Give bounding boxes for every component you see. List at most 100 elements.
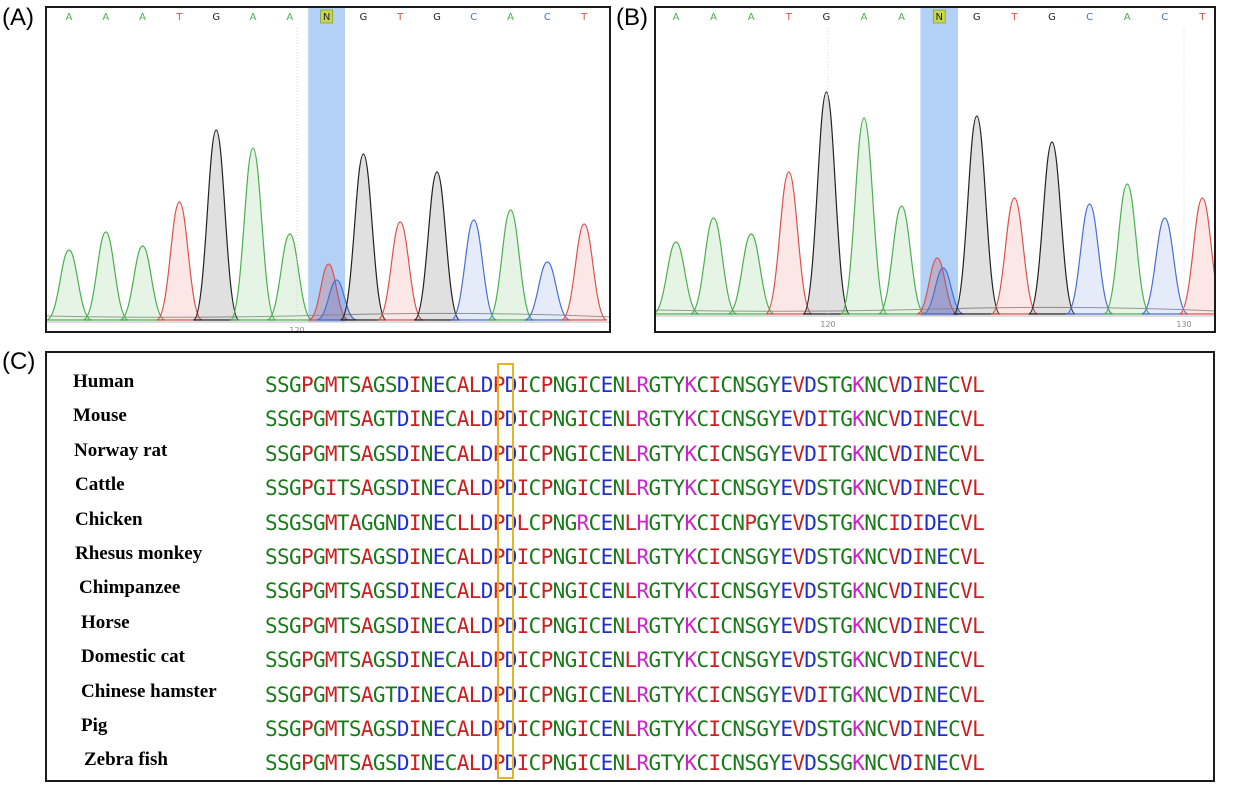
protein-sequence: SSGPGITSAGSDINECALDPDICPNGICENLRGTYKCICN…: [265, 476, 985, 501]
species-name: Rhesus monkey: [75, 543, 203, 564]
peak-G: [340, 153, 387, 321]
species-name: Human: [73, 371, 135, 392]
alignment-row: Chinese hamster SSGPGMTSAGTDINECALDPDICPN…: [47, 681, 1213, 715]
peak-C: [524, 261, 571, 321]
species-name: Zebra fish: [84, 749, 168, 771]
base-call-G: G: [433, 12, 441, 23]
protein-sequence: SSGPGMTSAGSDINECALDPDICPNGICENLRGTYKCICN…: [265, 579, 985, 604]
secondary-peak-T: [308, 263, 350, 321]
peak-A: [689, 217, 738, 315]
alignment-row: Pig SSGPGMTSAGSDINECALDPDICPNGICENLRGTYKC…: [47, 715, 1213, 749]
peak-A: [1103, 183, 1152, 315]
peak-A: [727, 233, 775, 315]
chromatogram-a: A A A T G A A N G T G C A C T 120: [45, 6, 611, 333]
base-call-T: T: [396, 12, 404, 23]
base-call-T: T: [175, 12, 183, 23]
base-call-A: A: [139, 12, 146, 23]
chromatogram-a-plot: A A A T G A A N G T G C A C T 120: [47, 8, 609, 333]
protein-sequence: SSGPGMTSAGSDINECALDPDICPNGICENLRGTYKCICN…: [265, 545, 985, 569]
peak-A: [229, 147, 277, 321]
secondary-peak-C: [922, 267, 965, 315]
base-call-A: A: [66, 12, 73, 23]
peak-A: [487, 209, 534, 321]
peak-T: [990, 197, 1039, 315]
alignment-panel: Human SSGPGMTSAGSDINECALDPDICPNGICENLRGTY…: [45, 351, 1215, 782]
panel-c-label: (C): [2, 348, 36, 375]
peak-A: [840, 117, 888, 315]
peak-G: [802, 91, 851, 315]
peak-A: [119, 245, 166, 321]
protein-sequence: SSGPGMTSAGSDINECALDPDICPNGICENLRGTYKCICN…: [265, 441, 985, 466]
peak-G: [1028, 141, 1076, 315]
base-call-G: G: [212, 12, 220, 23]
peak-G: [952, 115, 1001, 315]
peak-T: [156, 201, 203, 321]
peak-T: [561, 223, 608, 321]
protein-sequence: SSGPGMTSAGTDINECALDPDICPNGICENLRGTYKCICN…: [265, 682, 985, 707]
peak-G: [413, 171, 461, 321]
base-call-T: T: [1010, 12, 1018, 23]
base-call-A: A: [507, 12, 514, 23]
baseline-trace: [656, 306, 1214, 312]
protein-sequence: SSGPGMTSAGSDINECALDPDICPNGICENLRGTYKCICN…: [265, 648, 985, 673]
base-call-A: A: [102, 12, 109, 23]
conserved-cysteine-highlight: [497, 363, 514, 779]
peak-A: [82, 231, 129, 321]
alignment-row: Horse SSGPGMTSAGSDINECALDPDICPNGICENLRGTY…: [47, 612, 1213, 646]
base-call-G: G: [823, 12, 831, 23]
species-name: Mouse: [73, 405, 127, 427]
alignment-row: Rhesus monkey SSGPGMTSAGSDINECALDPDICPNGI…: [47, 543, 1213, 577]
base-call-A: A: [748, 12, 755, 23]
base-call-A: A: [286, 12, 293, 23]
base-call-A: A: [898, 12, 905, 23]
species-name: Domestic cat: [81, 646, 185, 668]
base-call-G: G: [973, 12, 981, 23]
base-call-G: G: [1048, 12, 1056, 23]
alignment-row: Chimpanzee SSGPGMTSAGSDINECALDPDICPNGICEN…: [47, 577, 1213, 611]
protein-sequence: SSGPGMTSAGSDINECALDPDICPNGICENLRGTYKCICN…: [265, 717, 985, 741]
peak-A: [47, 249, 93, 321]
position-tick-label: 120: [289, 326, 304, 333]
base-call-C: C: [470, 12, 477, 23]
alignment-row: Zebra fish SSGPGMTSAGSDINECALDPDICPNGICEN…: [47, 749, 1213, 783]
peak-A: [877, 205, 926, 315]
peak-C: [1065, 203, 1114, 315]
chromatogram-b-plot: A A A T G A A N G T G C A C T 120 130: [656, 8, 1214, 329]
base-call-C: C: [1161, 12, 1168, 23]
alignment-row: Mouse SSGPGMTSAGTDINECALDPDICPNGICENLRGTY…: [47, 405, 1213, 439]
position-tick-label: 130: [1176, 320, 1191, 329]
base-call-N: N: [323, 12, 330, 23]
species-name: Cattle: [75, 474, 125, 496]
peak-G: [192, 129, 240, 321]
base-call-A: A: [1124, 12, 1131, 23]
chromatogram-b: A A A T G A A N G T G C A C T 120 130: [654, 6, 1216, 333]
protein-sequence: SSGPGMTSAGTDINECALDPDICPNGICENLRGTYKCICN…: [265, 407, 985, 432]
peak-T: [1178, 197, 1214, 315]
species-name: Pig: [81, 715, 108, 736]
peak-A: [656, 241, 700, 315]
base-call-C: C: [1086, 12, 1093, 23]
protein-sequence: SSGSGMTAGGNDINECLLDPDLCPNGRCENLHGTYKCICN…: [265, 510, 985, 535]
base-call-A: A: [861, 12, 868, 23]
species-name: Chicken: [75, 508, 143, 530]
alignment-row: Human SSGPGMTSAGSDINECALDPDICPNGICENLRGTY…: [47, 371, 1213, 405]
peak-T: [377, 221, 424, 321]
peak-A: [266, 233, 313, 321]
protein-sequence: SSGPGMTSAGSDINECALDPDICPNGICENLRGTYKCICN…: [265, 373, 985, 397]
peak-C: [1141, 217, 1189, 315]
protein-sequence: SSGPGMTSAGSDINECALDPDICPNGICENLRGTYKCICN…: [265, 751, 985, 776]
alignment-row: Norway rat SSGPGMTSAGSDINECALDPDICPNGICEN…: [47, 440, 1213, 474]
alignment-row: Cattle SSGPGITSAGSDINECALDPDICPNGICENLRGT…: [47, 474, 1213, 508]
base-call-A: A: [250, 12, 257, 23]
panel-a-label: (A): [2, 4, 34, 31]
base-call-A: A: [710, 12, 717, 23]
base-call-T: T: [580, 12, 588, 23]
ambiguous-call-badge: [932, 9, 946, 24]
baseline-trace: [47, 312, 609, 318]
alignment-row: Domestic cat SSGPGMTSAGSDINECALDPDICPNGIC…: [47, 646, 1213, 680]
base-call-T: T: [1198, 12, 1206, 23]
species-name: Norway rat: [74, 439, 168, 461]
species-name: Chinese hamster: [81, 680, 217, 702]
peak-T: [764, 171, 813, 315]
base-call-T: T: [785, 12, 793, 23]
